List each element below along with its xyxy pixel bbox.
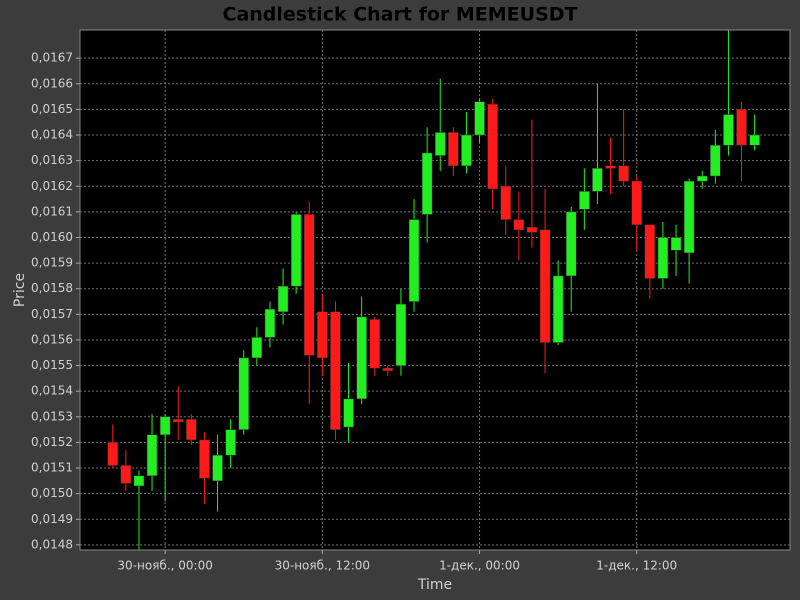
- x-axis-label: Time: [417, 577, 452, 593]
- y-axis-label: Price: [12, 273, 28, 307]
- y-tick-label: 0,0158: [31, 281, 73, 295]
- y-tick-label: 0,0164: [31, 128, 73, 142]
- y-tick-label: 0,0153: [31, 409, 73, 423]
- candle-body: [330, 311, 341, 430]
- y-tick-label: 0,0149: [31, 512, 73, 526]
- candle-body: [461, 134, 472, 167]
- candle-body: [513, 219, 525, 231]
- y-tick-label: 0,0163: [31, 153, 73, 167]
- candle-body: [225, 429, 236, 456]
- candle-body: [317, 311, 328, 359]
- candle-body: [657, 237, 669, 279]
- candle-body: [304, 214, 315, 356]
- candle-body: [435, 132, 446, 156]
- candle-body: [186, 419, 197, 441]
- candle-body: [251, 337, 263, 359]
- candle-body: [670, 237, 682, 251]
- candle-body: [343, 398, 354, 428]
- candle-body: [592, 168, 603, 192]
- candle-body: [683, 180, 695, 254]
- candle-body: [723, 114, 734, 146]
- y-tick-label: 0,0155: [31, 358, 73, 372]
- candle-body: [277, 285, 289, 313]
- candle-body: [133, 475, 145, 487]
- x-tick-label: 30-нояб., 00:00: [117, 559, 212, 573]
- candle-body: [146, 434, 158, 476]
- y-tick-label: 0,0160: [31, 230, 73, 244]
- candle-body: [382, 367, 394, 371]
- plot-frame: [79, 29, 791, 551]
- candle-body: [369, 319, 380, 369]
- candle-body: [631, 180, 642, 225]
- candle-body: [618, 165, 629, 182]
- candle-body: [579, 191, 590, 210]
- candle-body: [107, 442, 118, 466]
- y-tick-label: 0,0167: [31, 51, 73, 65]
- candle-body: [710, 145, 721, 177]
- candle-body: [749, 134, 760, 146]
- candle-body: [238, 357, 249, 430]
- x-tick-label: 1-дек., 00:00: [439, 559, 520, 573]
- y-tick-label: 0,0165: [31, 102, 73, 116]
- y-tick-label: 0,0162: [31, 179, 73, 193]
- y-tick-label: 0,0157: [31, 307, 73, 321]
- candle-body: [566, 211, 577, 277]
- candle-body: [487, 104, 498, 190]
- x-tick-label: 30-нояб., 12:00: [275, 559, 370, 573]
- y-tick-label: 0,0156: [31, 332, 73, 346]
- chart-title: Candlestick Chart for MEMEUSDT: [223, 4, 578, 26]
- candle-body: [526, 226, 538, 233]
- candle-body: [500, 186, 511, 220]
- candle-body: [159, 416, 171, 435]
- candle-body: [644, 224, 656, 279]
- candle-body: [199, 439, 210, 479]
- candle-body: [264, 308, 276, 338]
- candle-body: [421, 152, 433, 215]
- candle-body: [474, 101, 485, 136]
- candle-body: [408, 219, 420, 302]
- y-tick-label: 0,0152: [31, 435, 73, 449]
- candle-body: [448, 132, 459, 167]
- x-tick-label: 1-дек., 12:00: [596, 559, 677, 573]
- candle-body: [736, 109, 747, 146]
- candle-body: [697, 175, 708, 182]
- candle-body: [212, 454, 223, 482]
- candle-body: [356, 316, 367, 400]
- y-tick-label: 0,0161: [31, 204, 73, 218]
- candle-body: [290, 214, 302, 287]
- y-tick-label: 0,0148: [31, 537, 73, 551]
- candle-body: [395, 303, 407, 366]
- y-tick-label: 0,0166: [31, 76, 73, 90]
- candle-body: [605, 165, 616, 169]
- y-tick-label: 0,0150: [31, 486, 73, 500]
- candle-body: [173, 419, 184, 423]
- y-tick-label: 0,0151: [31, 461, 73, 475]
- candle-body: [120, 465, 132, 484]
- y-tick-label: 0,0154: [31, 384, 73, 398]
- plot-area: [80, 30, 790, 550]
- candle-body: [552, 275, 564, 343]
- y-tick-label: 0,0159: [31, 256, 73, 270]
- candle-body: [539, 229, 551, 343]
